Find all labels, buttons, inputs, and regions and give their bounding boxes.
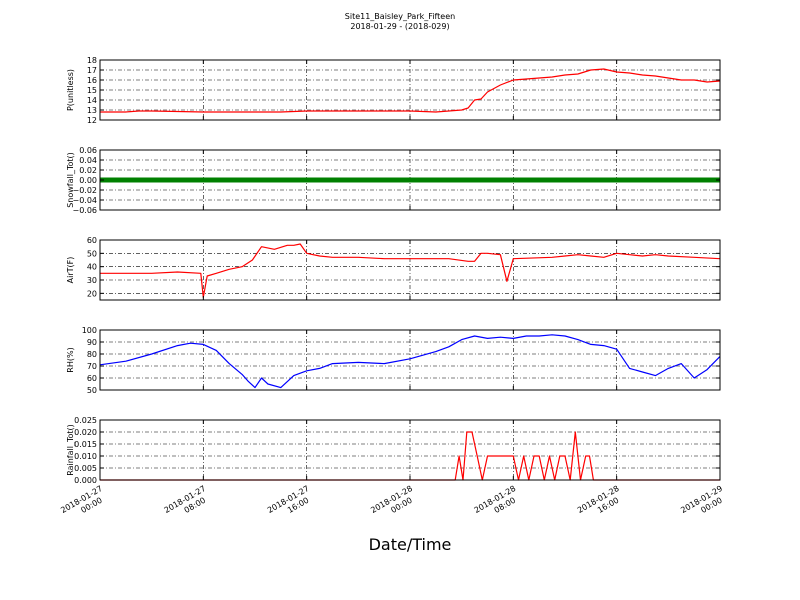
x-axis-label: Date/Time	[369, 535, 452, 554]
x-tick-label: 2018-01-2816:00	[576, 484, 626, 524]
y-tick-label: 0.025	[74, 416, 97, 425]
panel-1: −0.06−0.04−0.020.000.020.040.06 Snowfall_…	[66, 146, 721, 215]
y-axis-label: Rainfall_Tot()	[66, 424, 75, 476]
x-tick-label: 2018-01-2700:00	[59, 484, 109, 524]
panel-4: 0.000 0.005 0.010 0.015 0.020 0.025Rainfall_T…	[66, 416, 721, 485]
x-tick-label: 2018-01-2800:00	[369, 484, 419, 524]
y-tick-label: 30	[87, 276, 97, 285]
y-tick-label: 17	[87, 66, 97, 75]
y-axis-label: P(unitless)	[66, 69, 75, 111]
y-tick-label: 0.02	[79, 166, 97, 175]
y-tick-label: 50	[87, 386, 97, 395]
series-line	[99, 334, 721, 389]
y-tick-label: 50	[87, 249, 97, 258]
y-tick-label: 90	[87, 338, 97, 347]
series-line	[100, 431, 720, 481]
y-tick-label: −0.02	[72, 186, 97, 195]
x-tick-label: 2018-01-2708:00	[163, 484, 213, 524]
y-tick-label: 20	[87, 289, 97, 298]
chart-subtitle: 2018-01-29 - (2018-029)	[350, 22, 449, 31]
y-tick-label: 0.04	[79, 156, 97, 165]
panel-2: 20 30 40 50 60 AirT(F)	[66, 236, 721, 301]
x-tick-labels: 2018-01-2700:00 2018-01-2708:00 2018-01-27…	[59, 484, 729, 524]
y-tick-label: 15	[87, 86, 97, 95]
y-axis-label: AirT(F)	[66, 257, 75, 284]
y-tick-label: 18	[87, 56, 97, 65]
y-tick-label: 0.06	[79, 146, 97, 155]
y-tick-label: 0.000	[74, 476, 97, 485]
y-tick-label: 13	[87, 106, 97, 115]
y-tick-label: 14	[87, 96, 97, 105]
y-tick-label: 80	[87, 350, 97, 359]
y-tick-label: 60	[87, 236, 97, 245]
y-tick-label: 0.00	[79, 176, 97, 185]
y-tick-label: 70	[87, 362, 97, 371]
y-tick-label: 0.010	[74, 452, 97, 461]
y-tick-label: 100	[82, 326, 97, 335]
y-tick-label: 16	[87, 76, 97, 85]
chart-title: Site11_Baisley_Park_Fifteen	[345, 12, 455, 21]
panel-3: 50 60 70 80 90 100 RH(%)	[66, 326, 721, 395]
y-tick-label: −0.04	[72, 196, 97, 205]
y-tick-label: 0.005	[74, 464, 97, 473]
x-tick-label: 2018-01-2716:00	[266, 484, 316, 524]
y-tick-label: 12	[87, 116, 97, 125]
series-line	[100, 68, 721, 113]
y-axis-label: Snowfall_Tot()	[66, 152, 75, 208]
y-axis-label: RH(%)	[66, 347, 75, 372]
series-line	[100, 243, 721, 298]
y-tick-label: 40	[87, 263, 97, 272]
y-tick-label: 0.020	[74, 428, 97, 437]
y-tick-label: −0.06	[72, 206, 97, 215]
x-tick-label: 2018-01-2900:00	[679, 484, 729, 524]
y-tick-label: 60	[87, 374, 97, 383]
x-tick-label: 2018-01-2808:00	[473, 484, 523, 524]
y-tick-label: 0.015	[74, 440, 97, 449]
